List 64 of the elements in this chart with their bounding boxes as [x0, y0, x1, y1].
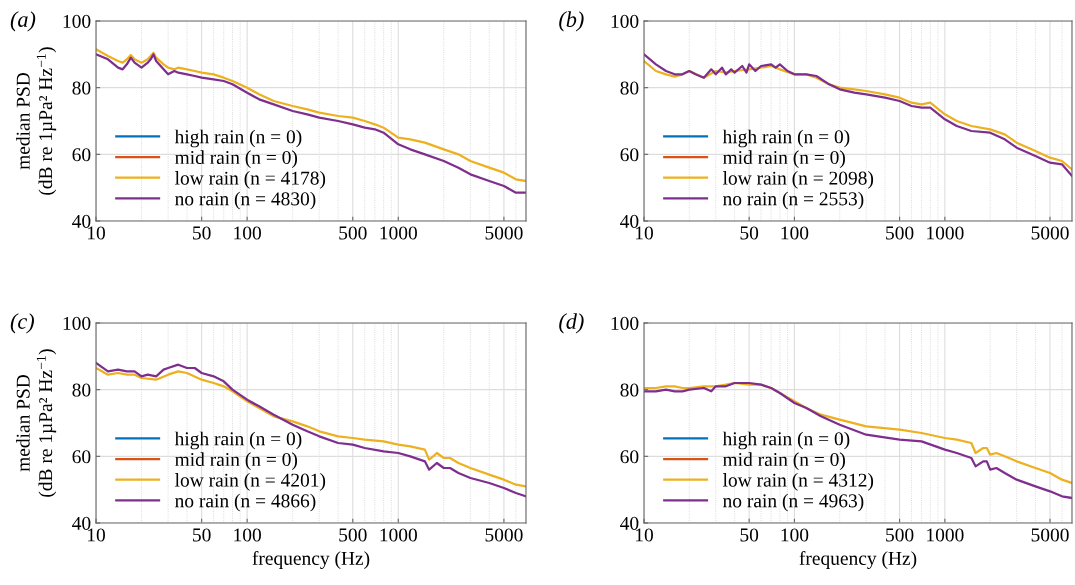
y-tick-label: 100 — [611, 14, 639, 28]
y-axis-title: median PSD (dB re 1µPa² Hz$^{−1}$) — [16, 349, 57, 497]
y-tick-label: 60 — [620, 148, 639, 162]
chart-title: (a) — [10, 11, 36, 32]
chart-title: (b) — [559, 11, 584, 32]
legend-label: low rain (n = 4178) — [174, 171, 326, 189]
y-tick-label: 100 — [63, 316, 91, 330]
legend-label: high rain (n = 0) — [722, 431, 850, 450]
legend-label: no rain (n = 4830) — [175, 191, 316, 210]
x-tick-label: 100 — [781, 226, 809, 240]
x-tick-label: 5000 — [1031, 226, 1069, 240]
legend-label: no rain (n = 4963) — [723, 493, 864, 512]
x-tick-label: 1000 — [380, 528, 417, 542]
x-axis-title: frequency (Hz) — [252, 551, 370, 569]
x-axis-title: frequency (Hz) — [799, 551, 917, 569]
y-axis-title: median PSD (dB re 1µPa² Hz$^{−1}$) — [16, 47, 57, 195]
y-tick-label: 40 — [72, 516, 91, 530]
legend-label: low rain (n = 4312) — [722, 473, 874, 491]
legend-label: no rain (n = 2553) — [723, 191, 864, 210]
y-tick-label: 60 — [620, 450, 639, 464]
legend-label: high rain (n = 0) — [174, 129, 302, 148]
x-tick-label: 50 — [740, 528, 759, 542]
x-tick-label: 50 — [740, 226, 759, 240]
x-tick-label: 1000 — [927, 528, 964, 542]
chart-title: (d) — [559, 313, 584, 334]
legend-label: high rain (n = 0) — [722, 129, 850, 148]
y-tick-label: 80 — [620, 383, 639, 397]
legend-label: mid rain (n = 0) — [175, 452, 298, 470]
x-tick-label: 500 — [886, 528, 914, 542]
x-tick-label: 10 — [87, 226, 105, 240]
legend-label: no rain (n = 4866) — [175, 493, 316, 512]
y-tick-label: 100 — [63, 14, 91, 28]
legend-label: low rain (n = 4201) — [174, 473, 326, 491]
legend-label: mid rain (n = 0) — [722, 452, 845, 470]
x-tick-label: 1000 — [380, 226, 417, 240]
y-tick-label: 40 — [620, 516, 639, 530]
x-tick-label: 5000 — [485, 528, 523, 542]
y-tick-label: 60 — [72, 450, 91, 464]
x-tick-label: 10 — [635, 226, 653, 240]
legend-label: mid rain (n = 0) — [175, 150, 298, 168]
y-tick-label: 80 — [72, 383, 91, 397]
x-tick-label: 500 — [339, 226, 367, 240]
x-tick-label: 100 — [781, 528, 809, 542]
x-tick-label: 500 — [886, 226, 914, 240]
x-tick-label: 100 — [234, 528, 261, 542]
y-tick-label: 40 — [72, 214, 91, 228]
y-tick-label: 80 — [620, 81, 639, 95]
y-tick-label: 40 — [620, 214, 639, 228]
x-tick-label: 5000 — [485, 226, 523, 240]
x-tick-label: 50 — [193, 528, 211, 542]
x-tick-label: 500 — [339, 528, 367, 542]
x-tick-label: 50 — [193, 226, 211, 240]
x-tick-label: 10 — [87, 528, 105, 542]
x-tick-label: 100 — [234, 226, 261, 240]
y-tick-label: 60 — [72, 148, 91, 162]
chart-title: (c) — [10, 313, 34, 334]
legend-label: mid rain (n = 0) — [722, 150, 845, 168]
x-tick-label: 10 — [635, 528, 653, 542]
y-tick-label: 100 — [611, 316, 639, 330]
y-tick-label: 80 — [72, 81, 91, 95]
legend-label: low rain (n = 2098) — [722, 171, 874, 189]
legend-label: high rain (n = 0) — [174, 431, 302, 450]
x-tick-label: 1000 — [927, 226, 964, 240]
x-tick-label: 5000 — [1031, 528, 1069, 542]
